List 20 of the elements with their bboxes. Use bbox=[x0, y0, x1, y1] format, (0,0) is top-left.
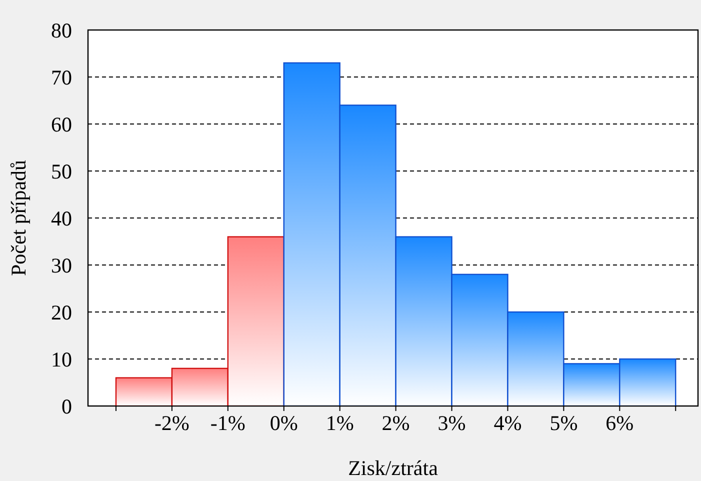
x-tick-label: 0% bbox=[270, 410, 298, 435]
x-axis-title: Zisk/ztráta bbox=[348, 456, 439, 480]
y-tick-label: 80 bbox=[51, 18, 72, 42]
y-tick-label: 70 bbox=[51, 65, 72, 90]
x-tick-label: 5% bbox=[550, 410, 578, 435]
x-tick-label: 6% bbox=[606, 410, 634, 435]
y-tick-label: 50 bbox=[51, 159, 72, 184]
y-tick-label: 20 bbox=[51, 300, 72, 324]
y-tick-label: 10 bbox=[51, 347, 72, 372]
x-tick-label: -2% bbox=[154, 410, 190, 435]
y-tick-label: 30 bbox=[51, 253, 72, 278]
x-tick-label: 3% bbox=[438, 410, 466, 435]
x-tick-label: -1% bbox=[210, 410, 246, 435]
y-tick-label: 40 bbox=[51, 206, 72, 230]
x-tick-label: 4% bbox=[494, 410, 522, 435]
y-tick-label: 60 bbox=[51, 112, 72, 136]
x-tick-label: 2% bbox=[382, 410, 410, 435]
y-axis-title: Počet případů bbox=[6, 159, 30, 276]
x-tick-label: 1% bbox=[326, 410, 354, 435]
y-tick-label: 0 bbox=[62, 394, 72, 418]
